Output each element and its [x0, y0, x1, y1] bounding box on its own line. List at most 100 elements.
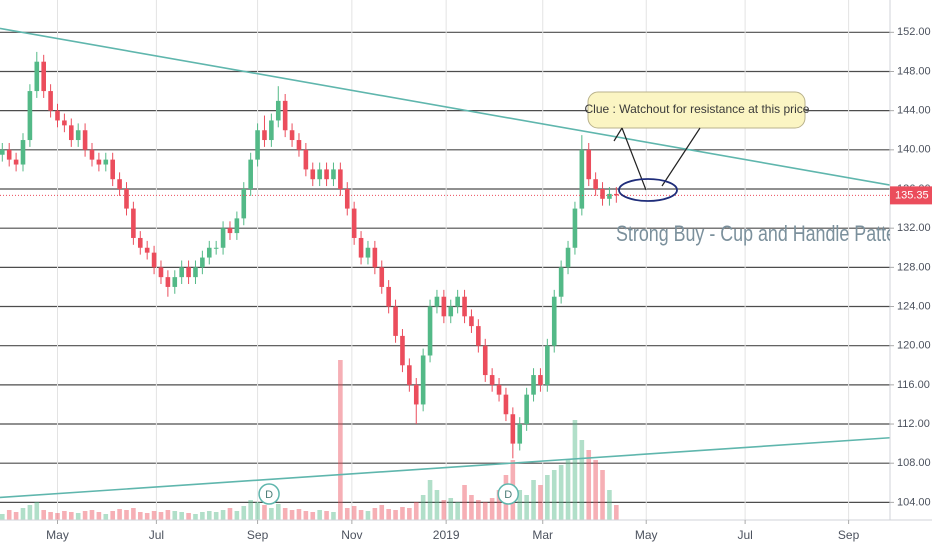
volume-bar: [434, 490, 440, 520]
volume-bar: [227, 508, 233, 520]
candle-body: [200, 257, 205, 268]
candle-body: [289, 130, 295, 141]
candle-body: [165, 277, 171, 287]
volume-bar: [151, 511, 157, 520]
volume-bar: [275, 504, 281, 520]
volume-bar: [538, 485, 543, 520]
volume-bar: [338, 360, 343, 520]
candle-body: [41, 61, 46, 92]
volume-bar: [489, 498, 495, 520]
dividend-marker: [497, 483, 519, 505]
candle-body: [379, 267, 385, 287]
candle-body: [427, 306, 433, 356]
volume-bar: [462, 485, 467, 520]
candle-body: [282, 100, 288, 131]
volume-bar: [75, 513, 81, 520]
candle-body: [317, 169, 322, 180]
candle-body: [386, 286, 391, 307]
volume-bar: [524, 495, 529, 520]
candle-body: [262, 130, 267, 141]
candle-body: [517, 424, 523, 444]
volume-bar: [27, 505, 33, 520]
y-tick-label: 152.00: [897, 26, 931, 38]
candle-body: [75, 130, 81, 141]
candle-body: [20, 140, 26, 165]
y-tick-label: 120.00: [897, 340, 931, 352]
y-tick-label: 128.00: [897, 261, 931, 273]
volume-bar: [545, 475, 550, 520]
annotations: Clue : Watchout for resistance at this p…: [585, 91, 890, 246]
candle-body: [131, 208, 136, 238]
volume-bar: [165, 510, 171, 520]
candle-body: [241, 189, 247, 219]
volume-bar: [358, 510, 364, 520]
candle-body: [6, 149, 12, 160]
candle-body: [96, 159, 102, 165]
callout-text: Clue : Watchout for resistance at this p…: [585, 102, 810, 116]
candle-body: [496, 384, 502, 395]
volume-bar: [600, 470, 605, 520]
candle-body: [476, 326, 481, 346]
candle-body: [206, 247, 212, 258]
grid: [0, 0, 890, 520]
candle-body: [344, 189, 350, 209]
volume-bar: [262, 505, 267, 520]
x-tick-label: May: [46, 528, 69, 542]
x-tick-label: Sep: [838, 528, 860, 542]
candle-body: [117, 179, 122, 190]
candle-body: [455, 296, 460, 307]
volume-bar: [206, 511, 212, 520]
candle-body: [482, 345, 488, 376]
candle-body: [310, 169, 316, 180]
volume-bar: [303, 511, 309, 520]
candle-body: [586, 149, 592, 180]
volume-bar: [448, 498, 454, 520]
dividend-label: D: [504, 489, 512, 501]
volume-bar: [82, 511, 88, 520]
x-tick-label: Jul: [737, 528, 752, 542]
volume-bar: [96, 512, 102, 520]
volume-bar: [365, 511, 371, 520]
last-price-label: 135.35: [895, 189, 929, 201]
volume-bar: [55, 513, 60, 520]
candle-body: [124, 189, 129, 209]
candle-body: [531, 375, 536, 395]
volume-bar: [110, 511, 115, 520]
candle-body: [234, 218, 240, 234]
candle-body: [110, 159, 115, 180]
callout-box: [587, 91, 806, 129]
x-tick-label: Sep: [247, 528, 269, 542]
candle-body: [503, 394, 509, 415]
candle-body: [407, 365, 412, 385]
volume-bar: [372, 508, 378, 520]
candle-body: [13, 159, 19, 165]
volume-bar: [310, 512, 316, 520]
candle-body: [572, 208, 578, 248]
volume-bar: [324, 511, 329, 520]
volume-bar: [317, 510, 322, 520]
candle-body: [489, 375, 495, 385]
volume-bar: [13, 512, 19, 520]
x-tick-label: Jul: [149, 528, 164, 542]
volume-bar: [241, 506, 247, 520]
volume-bar: [255, 502, 260, 520]
candle-body: [510, 414, 516, 444]
volume-bar: [0, 514, 5, 520]
x-tick-label: Nov: [341, 528, 362, 542]
volume-bar: [282, 508, 288, 520]
candle-body: [565, 247, 571, 268]
volume-bar: [420, 495, 426, 520]
annotation-clip: Strong Buy - Cup and Handle Patte: [616, 221, 890, 246]
candle-body: [151, 252, 157, 268]
volume-bar: [393, 510, 398, 520]
volume-bar: [441, 500, 447, 520]
volume-bar: [179, 512, 184, 520]
volume-bar: [496, 490, 502, 520]
trend-line: [0, 27, 890, 186]
candle-body: [331, 169, 336, 180]
volume-bar: [34, 502, 40, 520]
candle-body: [607, 193, 612, 199]
volume-bar: [413, 502, 419, 520]
